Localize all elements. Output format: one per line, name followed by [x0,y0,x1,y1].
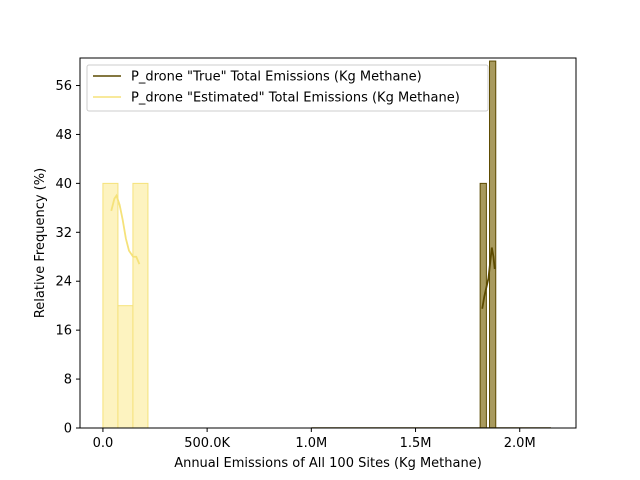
y-tick-label-5: 40 [55,177,72,192]
kde-line-series1 [110,193,141,265]
y-tick-label-1: 8 [64,373,72,388]
legend: P_drone "True" Total Emissions (Kg Metha… [86,64,489,112]
x-tick-label-1: 500.0K [184,436,230,451]
x-axis-ticks: 0.0 500.0K 1.0M 1.5M 2.0M [93,428,536,451]
y-axis-ticks: 0 8 16 24 32 40 48 56 [55,79,80,437]
x-tick-label-2: 1.0M [295,436,327,451]
plot-frame [79,57,577,429]
bar-series1-bin2 [132,182,149,429]
y-tick-label-7: 56 [55,79,72,94]
bar-series1-bin0 [102,182,119,429]
y-tick-label-3: 24 [55,275,72,290]
legend-label-true: P_drone "True" Total Emissions (Kg Metha… [131,70,422,85]
bar-series0-bin2 [489,60,497,429]
kde-curves [110,193,496,309]
x-axis-label: Annual Emissions of All 100 Sites (Kg Me… [174,456,482,471]
x-tick-label-3: 1.5M [400,436,432,451]
kde-line-series0 [481,247,496,309]
x-tick-label-0: 0.0 [93,436,114,451]
y-tick-label-4: 32 [55,226,72,241]
y-axis-label: Relative Frequency (%) [33,168,48,318]
histogram-bars [102,60,497,429]
legend-box [86,64,489,112]
y-tick-label-6: 48 [55,128,72,143]
x-tick-label-4: 2.0M [504,436,536,451]
legend-label-estimated: P_drone "Estimated" Total Emissions (Kg … [131,91,460,106]
bar-series1-bin1 [117,305,134,429]
y-tick-label-2: 16 [55,324,72,339]
y-tick-label-0: 0 [64,422,72,437]
